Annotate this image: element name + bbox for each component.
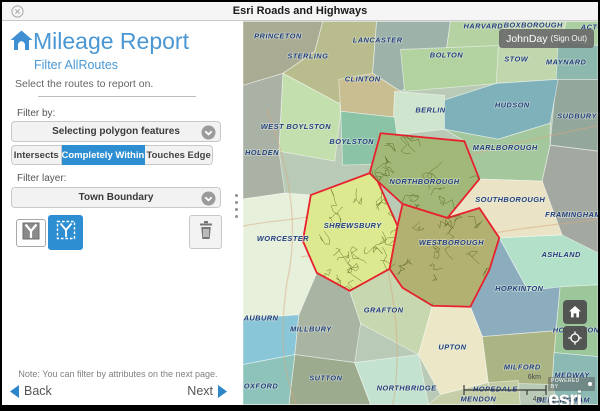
- town-label-marlborough: MARLBOROUGH: [473, 143, 538, 152]
- close-icon[interactable]: [11, 5, 24, 18]
- selected-town-polygon-shrewsbury[interactable]: [301, 172, 399, 292]
- map-home-button[interactable]: [563, 300, 587, 324]
- filter-layer-value: Town Boundary: [78, 192, 154, 203]
- town-label-sudbury: SUDBURY: [557, 111, 597, 120]
- town-label-milford: MILFORD: [504, 363, 541, 372]
- town-label-maynard: MAYNARD: [546, 57, 587, 66]
- chevron-right-icon: [218, 384, 227, 398]
- town-label-bellingham: BELLINGHAM: [536, 395, 590, 404]
- map-locate-button[interactable]: [563, 326, 587, 350]
- home-icon: [569, 306, 581, 318]
- chevron-down-icon: [201, 191, 216, 211]
- draw-polygon-tool-button-active[interactable]: [48, 215, 83, 250]
- page-subtitle: Filter AllRoutes: [34, 58, 119, 72]
- next-label: Next: [187, 384, 213, 398]
- panel-resize-handle[interactable]: [235, 194, 238, 218]
- town-label-upton: UPTON: [438, 343, 466, 352]
- town-label-boxborough: BOXBOROUGH: [504, 21, 563, 30]
- back-label: Back: [24, 384, 52, 398]
- town-label-auburn: AUBURN: [243, 314, 279, 323]
- window-content: Mileage Report Filter AllRoutes Select t…: [2, 21, 598, 405]
- app-title: Esri Roads and Highways: [232, 5, 368, 17]
- filter-by-label: Filter by:: [17, 108, 56, 119]
- filter-method-dropdown[interactable]: Selecting polygon features: [11, 121, 221, 142]
- town-label-boylston: BOYLSTON: [329, 137, 374, 146]
- town-polygon-holden[interactable]: [243, 72, 286, 200]
- divider: [38, 96, 196, 97]
- title-bar: Esri Roads and Highways: [2, 2, 598, 21]
- town-label-ashland: ASHLAND: [540, 250, 581, 259]
- filter-method-value: Selecting polygon features: [52, 126, 180, 137]
- map-canvas[interactable]: PRINCETON STERLING LANCASTER HARVARD BOXBORO…: [243, 21, 598, 405]
- globe-dot-icon: [588, 382, 592, 386]
- spatial-option-completely-within[interactable]: Completely Within: [61, 145, 146, 165]
- town-polygon-oxford[interactable]: [243, 354, 296, 405]
- scale-mi-label: 4mi: [532, 396, 544, 403]
- spatial-relation-segmented: Intersects Completely Within Touches Edge: [11, 145, 213, 165]
- map-container: PRINCETON STERLING LANCASTER HARVARD BOXBORO…: [243, 21, 598, 405]
- note-text: Note: You can filter by attributes on th…: [18, 369, 218, 379]
- home-house-icon: [10, 30, 33, 56]
- town-label-mendon: MENDON: [461, 394, 497, 403]
- filter-layer-label: Filter layer:: [17, 173, 67, 184]
- next-button[interactable]: Next: [187, 384, 227, 398]
- town-label-sutton: SUTTON: [309, 374, 342, 383]
- town-label-stow: STOW: [504, 54, 528, 63]
- town-label-medway: MEDWAY: [554, 371, 590, 380]
- town-label-berlin: BERLIN: [415, 105, 445, 114]
- clear-selection-button[interactable]: [189, 215, 222, 249]
- town-label-princeton: PRINCETON: [254, 31, 302, 40]
- town-label-hopedale: HOPEDALE: [473, 384, 518, 393]
- chevron-down-icon: [201, 125, 216, 145]
- town-label-clinton: CLINTON: [345, 74, 381, 83]
- town-label-framingham: FRAMINGHAM: [545, 210, 598, 219]
- town-label-westborough: WESTBOROUGH: [419, 238, 484, 247]
- back-button[interactable]: Back: [10, 384, 52, 398]
- highway-line: [266, 109, 297, 405]
- chevron-left-icon: [10, 384, 19, 398]
- town-label-oxford: OXFORD: [244, 382, 279, 391]
- scale-bar-lines: [463, 385, 547, 395]
- town-label-hudson: HUDSON: [495, 100, 530, 109]
- esri-attribution: POWERED BY esri: [548, 377, 595, 405]
- town-label-harvard: HARVARD: [464, 22, 504, 31]
- filter-layer-dropdown[interactable]: Town Boundary: [11, 187, 221, 208]
- user-menu[interactable]: JohnDay (Sign Out): [499, 29, 594, 48]
- instruction-text: Select the routes to report on.: [15, 78, 154, 90]
- draw-polygon-icon: [55, 219, 77, 246]
- town-label-shrewsbury: SHREWSBURY: [324, 221, 382, 230]
- town-label-southborough: SOUTHBOROUGH: [475, 195, 545, 204]
- esri-logo-text: esri: [548, 388, 582, 405]
- town-label-lancaster: LANCASTER: [353, 35, 403, 44]
- select-polygon-icon: [21, 221, 41, 246]
- town-label-worcester: WORCESTER: [257, 234, 309, 243]
- powered-by-label: POWERED BY: [548, 377, 595, 391]
- town-label-grafton: GRAFTON: [364, 306, 404, 315]
- trash-icon: [196, 219, 216, 246]
- scale-bar: 6km 4mi: [463, 374, 547, 403]
- town-label-northborough: NORTHBOROUGH: [389, 177, 459, 186]
- town-label-northbridge: NORTHBRIDGE: [377, 384, 437, 393]
- town-label-bolton: BOLTON: [430, 50, 463, 59]
- scale-km-label: 6km: [527, 374, 541, 381]
- sign-out-link[interactable]: (Sign Out): [550, 34, 587, 43]
- town-label-west-boylston: WEST BOYLSTON: [261, 122, 331, 131]
- mileage-report-panel: Mileage Report Filter AllRoutes Select t…: [2, 21, 243, 405]
- spatial-option-touches-edge[interactable]: Touches Edge: [145, 145, 213, 165]
- town-label-sterling: STERLING: [287, 51, 328, 60]
- page-title: Mileage Report: [33, 28, 189, 54]
- town-polygon-hopedale[interactable]: [487, 380, 521, 405]
- town-polygon-medway[interactable]: [551, 352, 598, 405]
- crosshair-locate-icon: [568, 331, 582, 345]
- town-label-holden: HOLDEN: [245, 148, 279, 157]
- town-label-hopkinton: HOPKINTON: [495, 284, 543, 293]
- town-label-acton: ACTON: [580, 23, 598, 32]
- spatial-option-intersects[interactable]: Intersects: [11, 145, 62, 165]
- user-name: JohnDay: [506, 32, 548, 45]
- town-label-millbury: MILLBURY: [290, 325, 332, 334]
- select-polygon-tool-button[interactable]: [16, 219, 46, 247]
